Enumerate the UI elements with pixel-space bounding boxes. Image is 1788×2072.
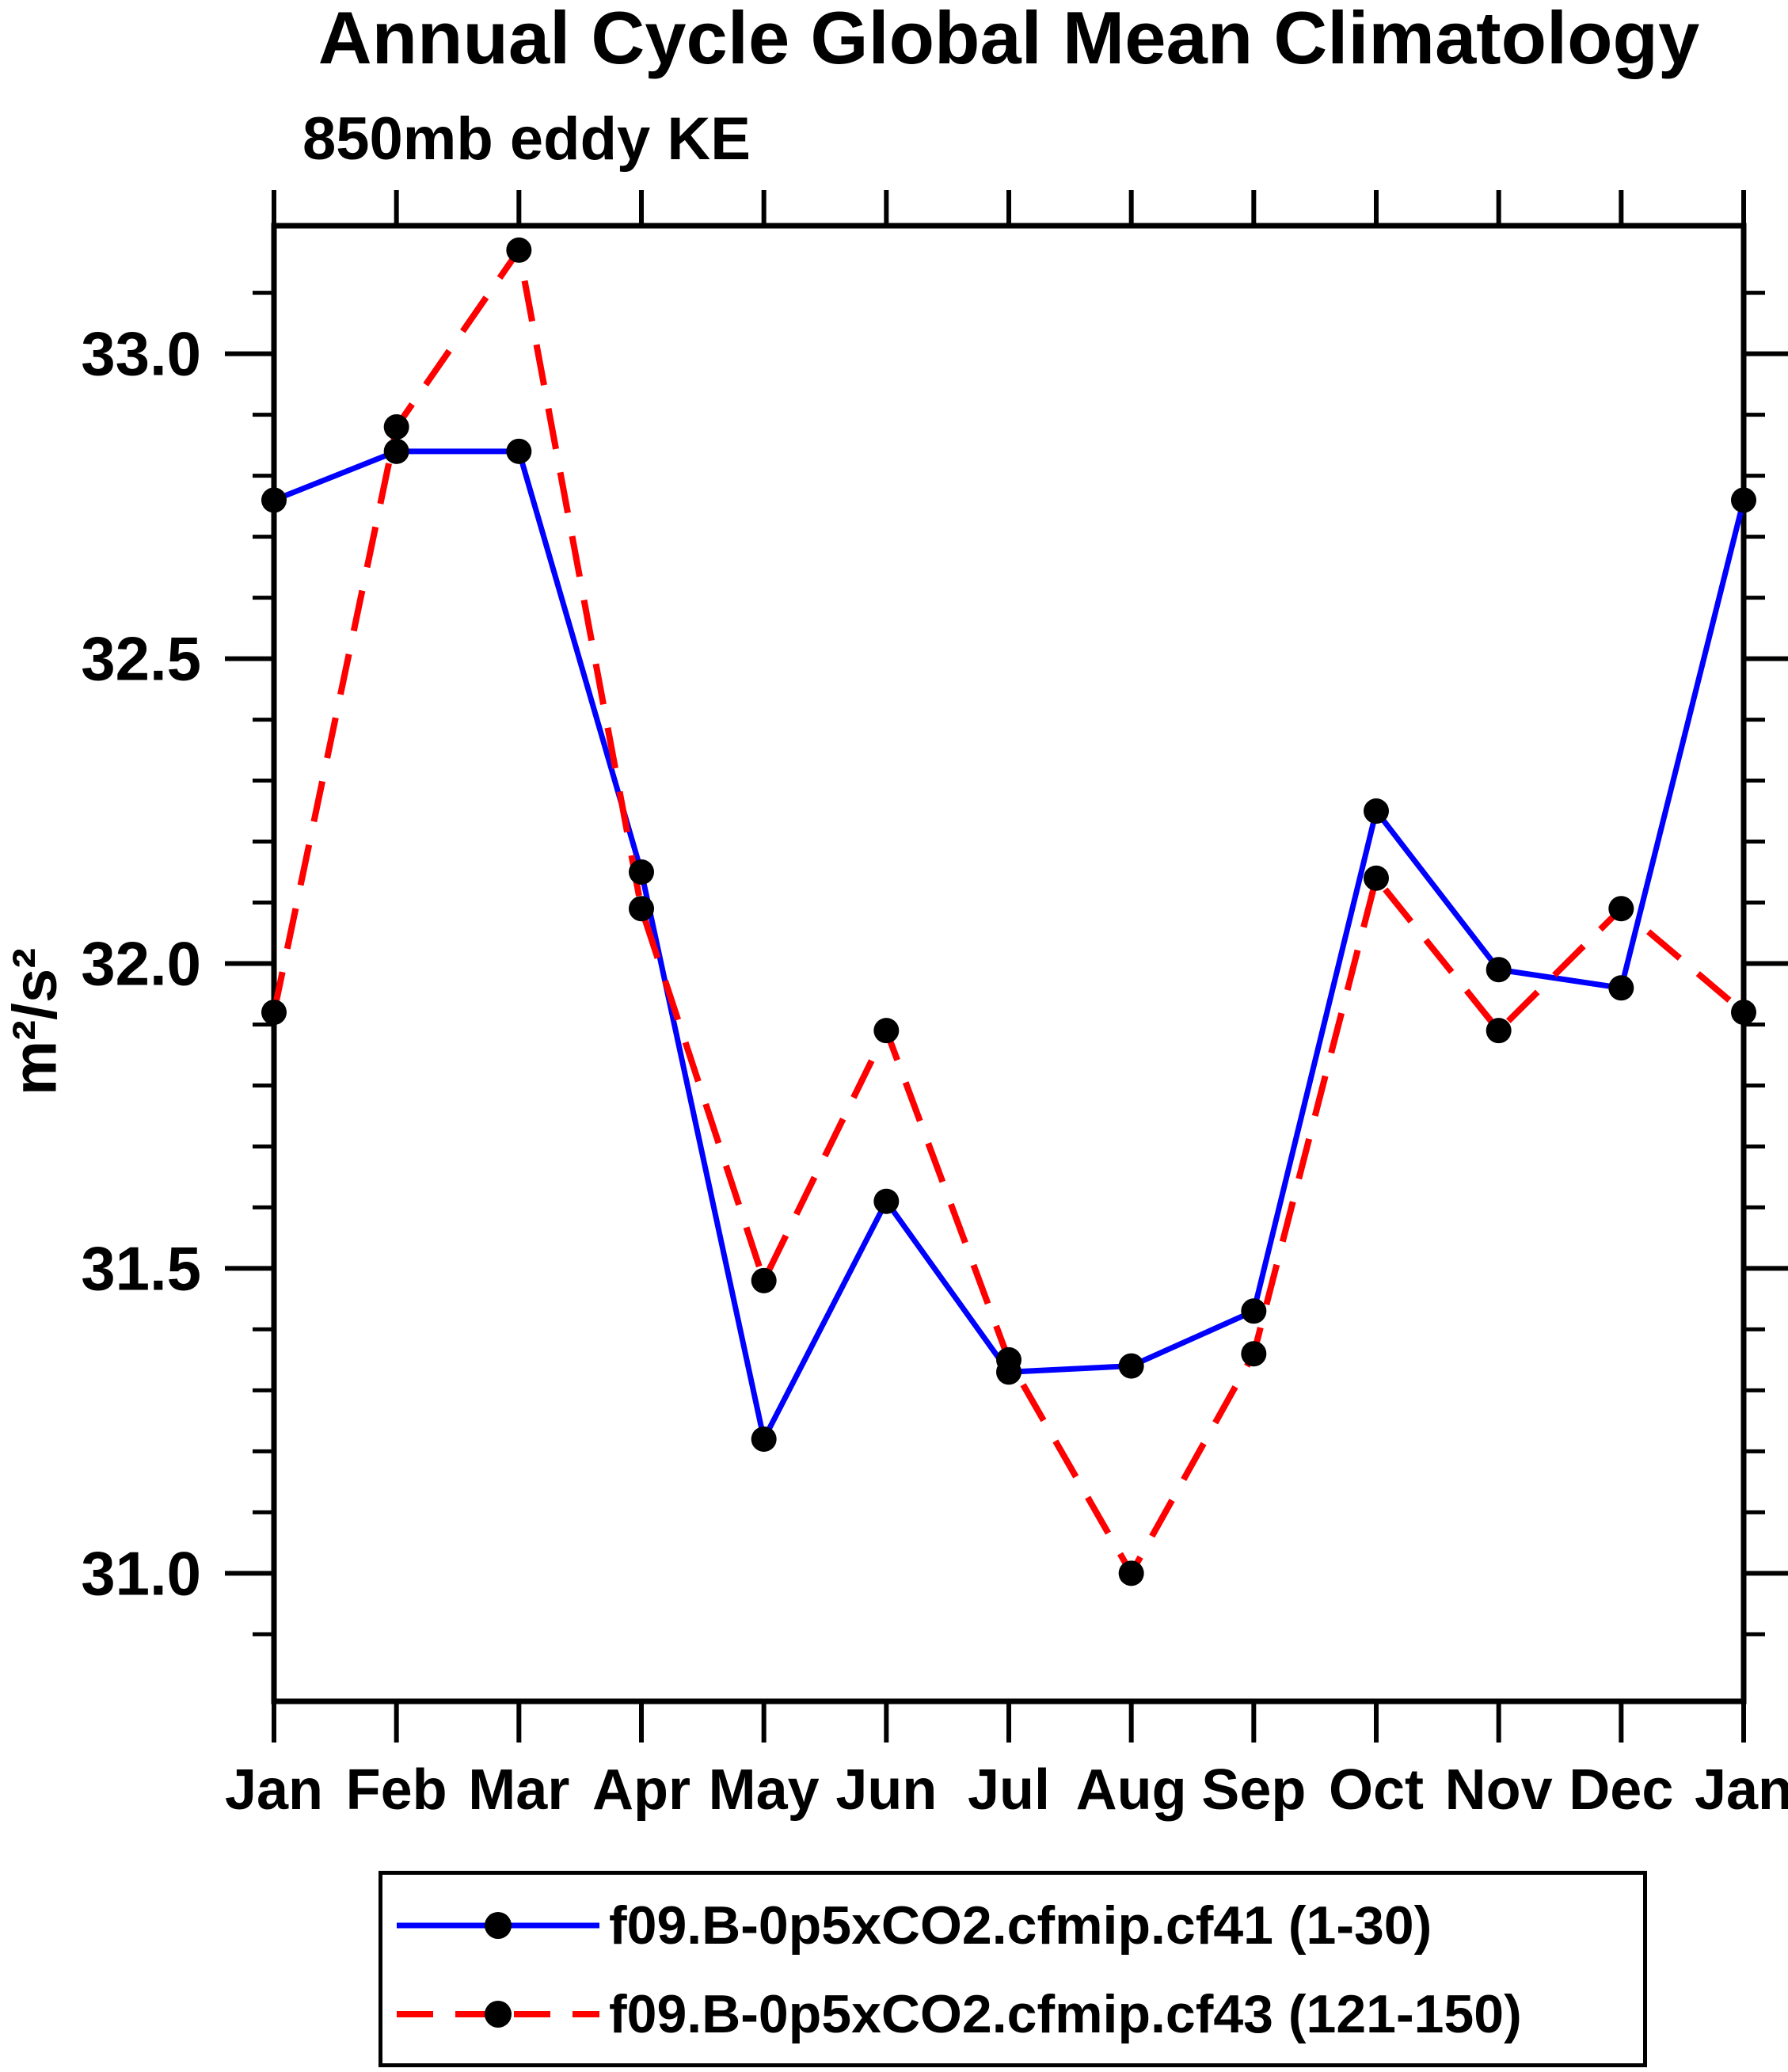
data-point-marker bbox=[383, 414, 409, 440]
x-tick-label: Jul bbox=[968, 1758, 1050, 1822]
legend-label: f09.B-0p5xCO2.cfmip.cf43 (121-150) bbox=[609, 1984, 1522, 2044]
data-point-marker bbox=[1731, 1000, 1756, 1026]
legend-line-sample-solid bbox=[397, 1912, 599, 1939]
data-point-marker bbox=[1731, 487, 1756, 513]
data-point-marker bbox=[1118, 1560, 1144, 1586]
y-tick-label: 31.5 bbox=[81, 1233, 201, 1303]
data-point-marker bbox=[751, 1267, 777, 1293]
data-point-marker bbox=[1241, 1341, 1267, 1367]
x-tick-label: Aug bbox=[1076, 1758, 1187, 1822]
axis-box bbox=[271, 223, 1747, 1704]
chart-title: Annual Cycle Global Mean Climatology bbox=[318, 0, 1700, 79]
data-point-marker bbox=[629, 896, 654, 922]
series-line-cf41 bbox=[272, 448, 1747, 1448]
data-point-marker bbox=[1364, 798, 1389, 825]
x-tick-label: Jan bbox=[225, 1758, 323, 1822]
legend-marker-dot bbox=[485, 1912, 512, 1939]
data-point-marker bbox=[873, 1018, 900, 1044]
x-tick-label: Jan bbox=[1695, 1758, 1788, 1822]
data-point-marker bbox=[1118, 1353, 1144, 1379]
data-point-marker bbox=[1486, 1018, 1512, 1044]
data-point-marker bbox=[383, 438, 409, 464]
x-tick-label: Nov bbox=[1445, 1758, 1553, 1822]
data-point-marker bbox=[506, 237, 532, 263]
data-point-marker bbox=[751, 1426, 777, 1452]
data-point-marker bbox=[1241, 1298, 1267, 1324]
y-tick-label: 32.5 bbox=[81, 624, 201, 694]
x-tick-label: Dec bbox=[1569, 1758, 1673, 1822]
x-tick-label: Oct bbox=[1329, 1758, 1424, 1822]
legend-entry-cf43: f09.B-0p5xCO2.cfmip.cf43 (121-150) bbox=[382, 1982, 1643, 2046]
x-tick-label: Jun bbox=[835, 1758, 937, 1822]
x-tick-label: Mar bbox=[468, 1758, 569, 1822]
x-tick-label: Sep bbox=[1201, 1758, 1306, 1822]
data-point-marker bbox=[1608, 896, 1634, 922]
data-point-marker bbox=[1486, 957, 1512, 983]
legend-marker-dot bbox=[485, 2001, 512, 2028]
y-tick-label: 32.0 bbox=[81, 929, 201, 999]
data-point-marker bbox=[506, 438, 532, 464]
legend-line-sample-dashed bbox=[397, 2001, 599, 2028]
chart-subtitle: 850mb eddy KE bbox=[302, 105, 751, 173]
x-tick-label: Apr bbox=[592, 1758, 690, 1822]
data-point-marker bbox=[1364, 865, 1389, 891]
data-point-marker bbox=[996, 1346, 1021, 1373]
x-tick-label: May bbox=[709, 1758, 820, 1822]
y-tick-label: 33.0 bbox=[81, 319, 201, 389]
y-tick-label: 31.0 bbox=[81, 1538, 201, 1608]
data-point-marker bbox=[873, 1188, 900, 1214]
x-tick-label: Feb bbox=[346, 1758, 447, 1822]
legend: f09.B-0p5xCO2.cfmip.cf41 (1-30) f09.B-0p… bbox=[379, 1871, 1647, 2067]
legend-entry-cf41: f09.B-0p5xCO2.cfmip.cf41 (1-30) bbox=[382, 1894, 1643, 1957]
legend-label: f09.B-0p5xCO2.cfmip.cf41 (1-30) bbox=[609, 1895, 1432, 1956]
data-point-marker bbox=[1608, 975, 1634, 1001]
data-point-marker bbox=[261, 487, 287, 513]
data-point-marker bbox=[629, 859, 654, 886]
data-point-marker bbox=[261, 1000, 287, 1026]
